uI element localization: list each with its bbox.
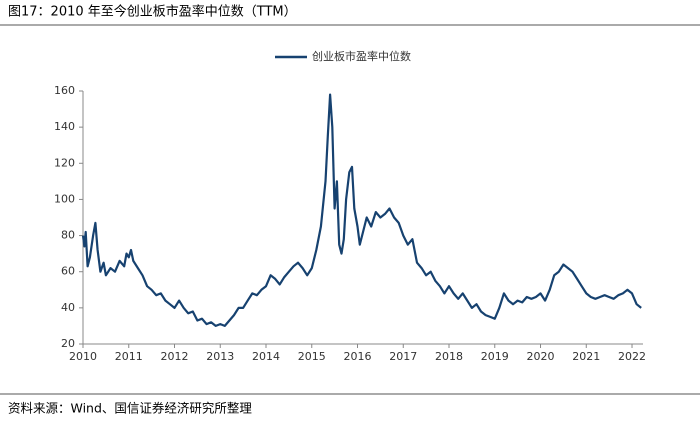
y-tick-label: 80	[61, 229, 75, 242]
x-tick-label: 2017	[389, 350, 417, 363]
x-tick-label: 2010	[69, 350, 97, 363]
x-tick-label: 2018	[435, 350, 463, 363]
x-tick-label: 2014	[252, 350, 280, 363]
x-tick-label: 2015	[298, 350, 326, 363]
x-tick-label: 2011	[115, 350, 143, 363]
y-tick-label: 120	[54, 156, 75, 169]
y-tick-label: 140	[54, 120, 75, 133]
x-tick-label: 2016	[344, 350, 372, 363]
x-tick-label: 2019	[481, 350, 509, 363]
x-tick-label: 2013	[206, 350, 234, 363]
x-tick-label: 2012	[161, 350, 189, 363]
y-tick-label: 160	[54, 84, 75, 97]
y-tick-label: 100	[54, 192, 75, 205]
x-tick-label: 2022	[618, 350, 646, 363]
series-line	[81, 93, 642, 327]
x-tick-label: 2020	[527, 350, 555, 363]
y-tick-label: 60	[61, 265, 75, 278]
legend-label: 创业板市盈率中位数	[312, 49, 411, 63]
y-tick-label: 20	[61, 337, 75, 350]
y-tick-label: 40	[61, 301, 75, 314]
x-tick-label: 2021	[572, 350, 600, 363]
source: 资料来源：Wind、国信证券经济研究所整理	[8, 401, 252, 416]
chart-title: 图17：2010 年至今创业板市盈率中位数（TTM）	[8, 4, 297, 20]
